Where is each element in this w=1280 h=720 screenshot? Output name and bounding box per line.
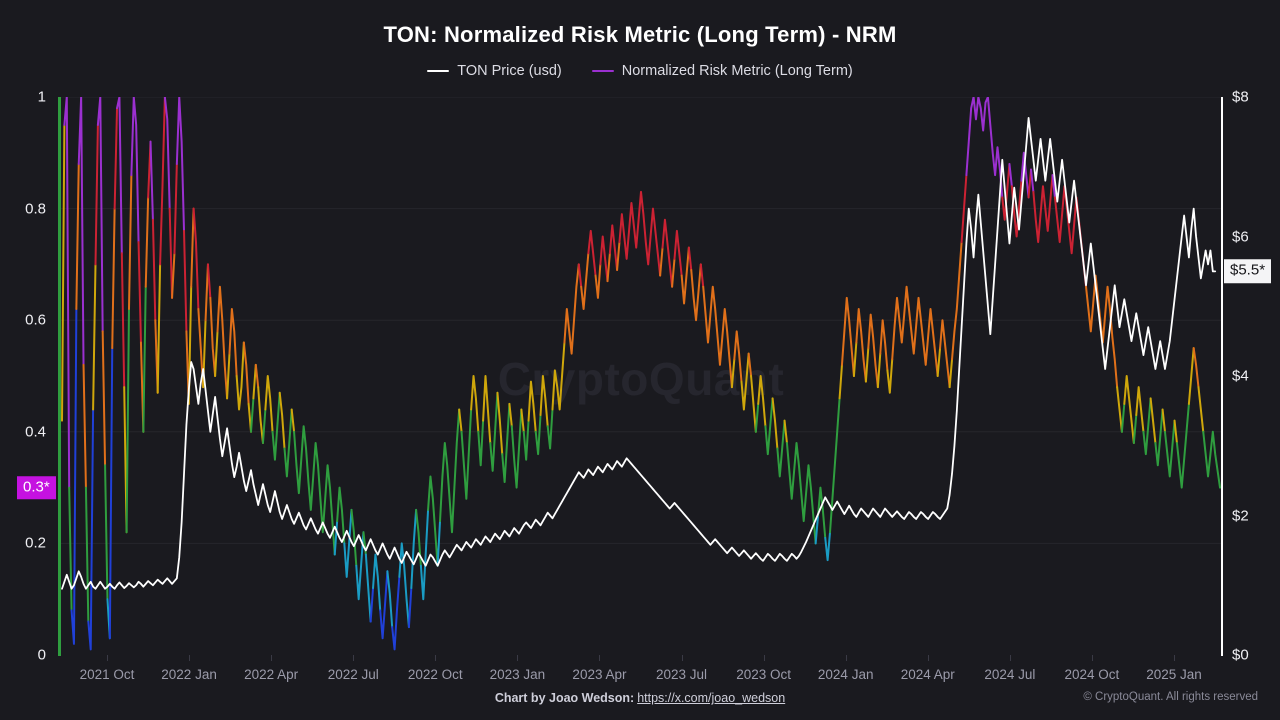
y-tick-right-4: $8 (1232, 88, 1249, 106)
x-tick-9: 2024 Jan (817, 667, 874, 682)
legend-swatch-risk (591, 69, 614, 73)
y-tick-right-3: $6 (1232, 228, 1249, 245)
price-value-badge: $5.5* (1224, 259, 1272, 284)
legend-label-price: TON Price (usd) (457, 63, 562, 79)
y-tick-right-0: $0 (1232, 646, 1249, 664)
x-tick-mark-1 (189, 655, 191, 661)
x-tick-mark-5 (517, 655, 519, 661)
x-tick-3: 2022 Jul (327, 667, 379, 682)
chart-canvas (60, 97, 1222, 651)
legend-item-risk[interactable]: Normalized Risk Metric (Long Term) (591, 63, 853, 79)
footer-credit: Chart by Joao Wedson: https://x.com/joao_… (0, 691, 1280, 705)
x-tick-6: 2023 Apr (572, 667, 627, 682)
risk-value-badge: 0.3* (17, 475, 56, 500)
x-tick-mark-12 (1091, 655, 1093, 661)
x-tick-12: 2024 Oct (1064, 667, 1120, 682)
chart-legend: TON Price (usd) Normalized Risk Metric (… (0, 63, 1280, 79)
y-tick-right-1: $2 (1232, 507, 1249, 524)
x-tick-13: 2025 Jan (1146, 667, 1202, 682)
y-tick-left-4: 0.8 (25, 200, 46, 218)
plot-area[interactable]: CryptoQuant (60, 97, 1222, 655)
x-tick-2: 2022 Apr (244, 667, 299, 682)
x-tick-mark-7 (681, 655, 683, 661)
page-title: TON: Normalized Risk Metric (Long Term) … (383, 22, 897, 47)
y-tick-left-0: 0 (37, 646, 46, 664)
x-tick-mark-3 (353, 655, 355, 661)
x-tick-mark-2 (271, 655, 273, 661)
x-tick-mark-10 (927, 655, 929, 661)
legend-swatch-price (427, 69, 450, 73)
y-tick-left-3: 0.6 (25, 311, 46, 329)
x-tick-11: 2024 Jul (984, 667, 1036, 682)
y-tick-left-5: 1 (37, 88, 46, 106)
x-tick-mark-11 (1009, 655, 1011, 661)
x-tick-0: 2021 Oct (79, 667, 135, 682)
x-tick-mark-6 (599, 655, 601, 661)
x-tick-mark-9 (845, 655, 847, 661)
y-tick-left-1: 0.2 (25, 534, 46, 552)
x-tick-10: 2024 Apr (900, 667, 955, 682)
x-tick-7: 2023 Jul (656, 667, 708, 682)
x-tick-4: 2022 Oct (407, 667, 463, 682)
y-tick-right-2: $4 (1232, 367, 1249, 385)
y-tick-left-2: 0.4 (25, 423, 46, 441)
footer: Chart by Joao Wedson: https://x.com/joao_… (0, 691, 1280, 711)
x-tick-mark-8 (763, 655, 765, 661)
y-axis-right-line (1221, 97, 1223, 656)
x-tick-8: 2023 Oct (736, 667, 792, 682)
legend-item-price[interactable]: TON Price (usd) (427, 63, 562, 79)
x-tick-mark-4 (435, 655, 437, 661)
legend-label-risk: Normalized Risk Metric (Long Term) (621, 63, 853, 79)
x-tick-mark-13 (1174, 655, 1175, 661)
footer-credit-link[interactable]: https://x.com/joao_wedson (637, 691, 786, 705)
footer-rights: © CryptoQuant. All rights reserved (1083, 691, 1258, 703)
footer-credit-label: Chart by Joao Wedson: (494, 691, 635, 705)
x-tick-1: 2022 Jan (161, 667, 217, 682)
x-tick-5: 2023 Jan (489, 667, 546, 682)
y-axis-left-line (58, 97, 61, 656)
x-tick-mark-0 (107, 655, 108, 661)
